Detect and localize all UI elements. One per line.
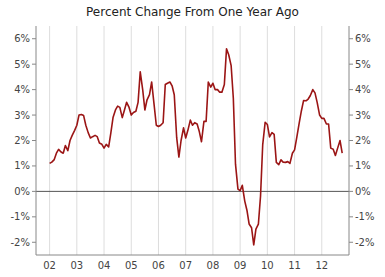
y2-tick — [349, 64, 353, 65]
y-tick — [32, 242, 36, 243]
y-tick — [32, 64, 36, 65]
y-tick-label: -1% — [11, 211, 30, 222]
x-axis-line — [36, 255, 349, 256]
x-tick-label: 10 — [261, 260, 274, 271]
grid-line — [212, 26, 213, 255]
y-tick-label: 1% — [14, 160, 30, 171]
y2-tick — [349, 191, 353, 192]
plot-area — [50, 49, 343, 245]
y2-tick — [349, 89, 353, 90]
x-tick-label: 05 — [125, 260, 138, 271]
y2-tick — [349, 38, 353, 39]
y2-tick-label: 6% — [355, 33, 371, 44]
y-tick-label: 3% — [14, 110, 30, 121]
y-tick-label: 0% — [14, 186, 30, 197]
x-tick-label: 09 — [234, 260, 247, 271]
y-tick — [32, 115, 36, 116]
x-tick-label: 07 — [179, 260, 192, 271]
y2-tick — [349, 140, 353, 141]
y-tick-label: 4% — [14, 84, 30, 95]
y-tick — [32, 191, 36, 192]
grid-line — [158, 26, 159, 255]
y2-tick-label: 4% — [355, 84, 371, 95]
y2-tick — [349, 216, 353, 217]
grid-line — [185, 26, 186, 255]
y2-tick — [349, 115, 353, 116]
grid-line — [131, 26, 132, 255]
grid-line — [49, 26, 50, 255]
y2-tick-label: 0% — [355, 186, 371, 197]
y2-tick-label: 5% — [355, 59, 371, 70]
y-tick — [32, 216, 36, 217]
y2-tick-label: 3% — [355, 110, 371, 121]
x-tick-label: 12 — [315, 260, 328, 271]
background — [0, 0, 385, 277]
grid-line — [240, 26, 241, 255]
y2-tick — [349, 242, 353, 243]
y-tick-label: 5% — [14, 59, 30, 70]
x-tick-label: 08 — [207, 260, 220, 271]
grid-line — [321, 26, 322, 255]
y2-tick-label: 2% — [355, 135, 371, 146]
x-tick-label: 06 — [152, 260, 165, 271]
x-tick-label: 04 — [98, 260, 111, 271]
y2-tick-label: -1% — [355, 211, 374, 222]
x-tick-label: 02 — [43, 260, 56, 271]
y2-tick-label: 1% — [355, 160, 371, 171]
grid-line — [294, 26, 295, 255]
y-tick-label: 2% — [14, 135, 30, 146]
chart: Percent Change From One Year Ago 02 03 04 05… — [0, 0, 385, 277]
y2-axis-line — [349, 26, 350, 255]
grid-line — [76, 26, 77, 255]
y-tick — [32, 89, 36, 90]
grid-line — [104, 26, 105, 255]
grid-line — [267, 26, 268, 255]
series-line — [50, 49, 343, 245]
y-tick — [32, 38, 36, 39]
title: Percent Change From One Year Ago — [86, 5, 299, 19]
grid — [50, 26, 322, 255]
y2-tick-label: -2% — [355, 237, 374, 248]
zero-line — [36, 191, 349, 192]
y2-tick — [349, 165, 353, 166]
y-tick — [32, 140, 36, 141]
y-tick — [32, 165, 36, 166]
y-axis-line — [36, 26, 37, 255]
y-tick-label: -2% — [11, 237, 30, 248]
x-tick-label: 03 — [70, 260, 83, 271]
y-tick-label: 6% — [14, 33, 30, 44]
x-tick-label: 11 — [288, 260, 301, 271]
